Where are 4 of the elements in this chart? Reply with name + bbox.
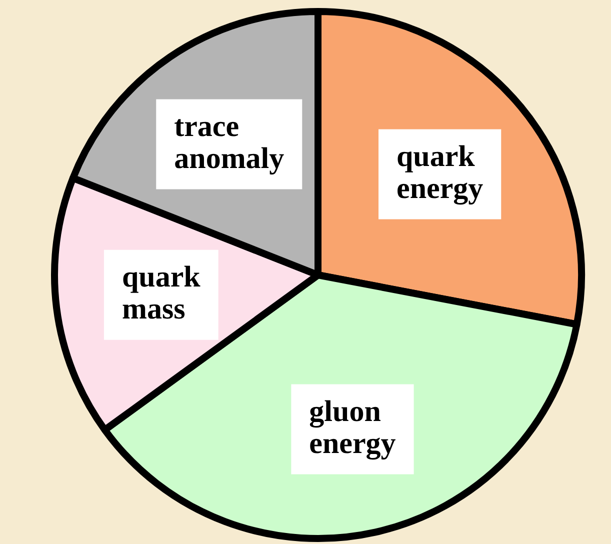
slice-label: quark energy [396, 140, 484, 205]
slice-label: quark mass [122, 260, 201, 326]
slice-label: trace anomaly [174, 110, 284, 175]
slice-label: gluon energy [309, 395, 396, 460]
